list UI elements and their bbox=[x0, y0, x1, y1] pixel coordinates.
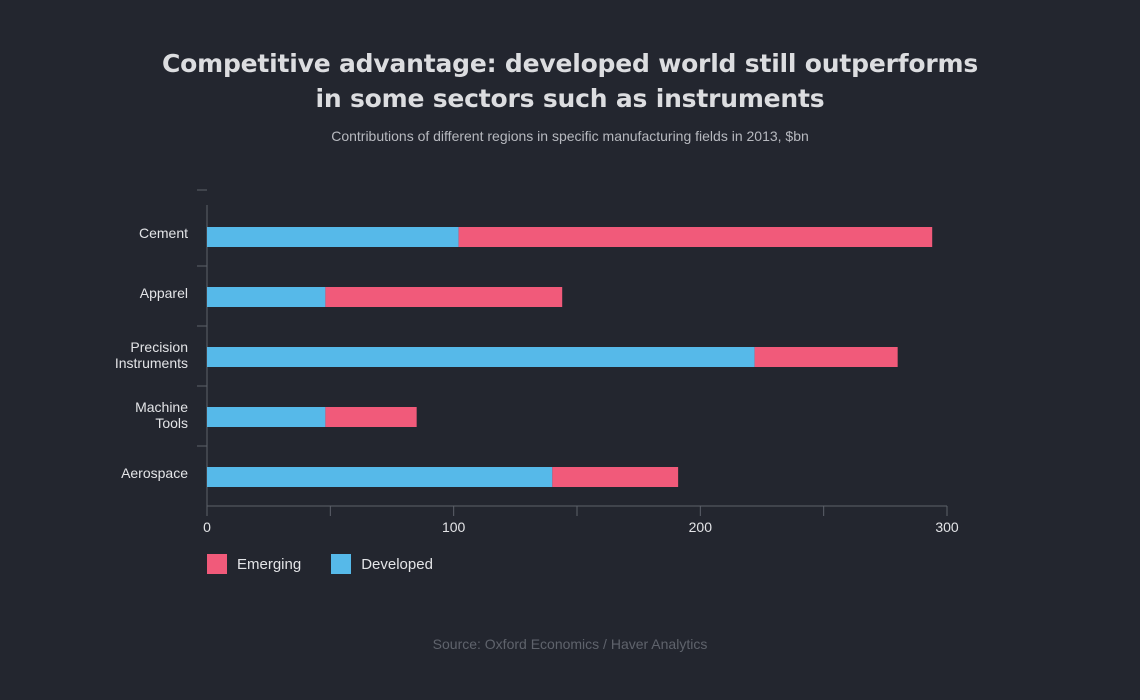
bar-emerging bbox=[754, 347, 898, 367]
x-tick-label: 200 bbox=[689, 519, 713, 535]
chart-subtitle: Contributions of different regions in sp… bbox=[331, 128, 809, 144]
bar-developed bbox=[207, 347, 755, 367]
chart-title-line-2: in some sectors such as instruments bbox=[315, 84, 825, 113]
category-label: Precision bbox=[130, 339, 188, 355]
bar-emerging bbox=[325, 407, 417, 427]
category-label: Aerospace bbox=[121, 465, 188, 481]
legend-swatch-emerging bbox=[207, 554, 227, 574]
category-label: Tools bbox=[155, 415, 188, 431]
x-tick-label: 100 bbox=[442, 519, 466, 535]
chart-title: Competitive advantage: developed world s… bbox=[0, 46, 1140, 116]
legend-label-emerging: Emerging bbox=[237, 555, 302, 573]
legend-label-developed: Developed bbox=[361, 555, 433, 573]
chart-title-line-1: Competitive advantage: developed world s… bbox=[161, 49, 979, 78]
category-label: Apparel bbox=[140, 285, 188, 301]
source-note: Source: Oxford Economics / Haver Analyti… bbox=[432, 636, 708, 652]
chart-legend: Emerging Developed bbox=[207, 554, 463, 574]
bar-emerging bbox=[458, 227, 933, 247]
category-label: Machine bbox=[135, 399, 188, 415]
category-label: Cement bbox=[139, 225, 188, 241]
category-label: Instruments bbox=[115, 355, 188, 371]
legend-item-emerging: Emerging bbox=[207, 554, 301, 574]
bar-developed bbox=[207, 407, 326, 427]
x-tick-label: 0 bbox=[203, 519, 211, 535]
bar-emerging bbox=[552, 467, 679, 487]
bar-emerging bbox=[325, 287, 563, 307]
x-tick-label: 300 bbox=[935, 519, 959, 535]
bar-developed bbox=[207, 287, 326, 307]
legend-swatch-developed bbox=[331, 554, 352, 574]
legend-item-developed: Developed bbox=[331, 554, 433, 574]
bar-developed bbox=[207, 227, 459, 247]
bar-developed bbox=[207, 467, 553, 487]
